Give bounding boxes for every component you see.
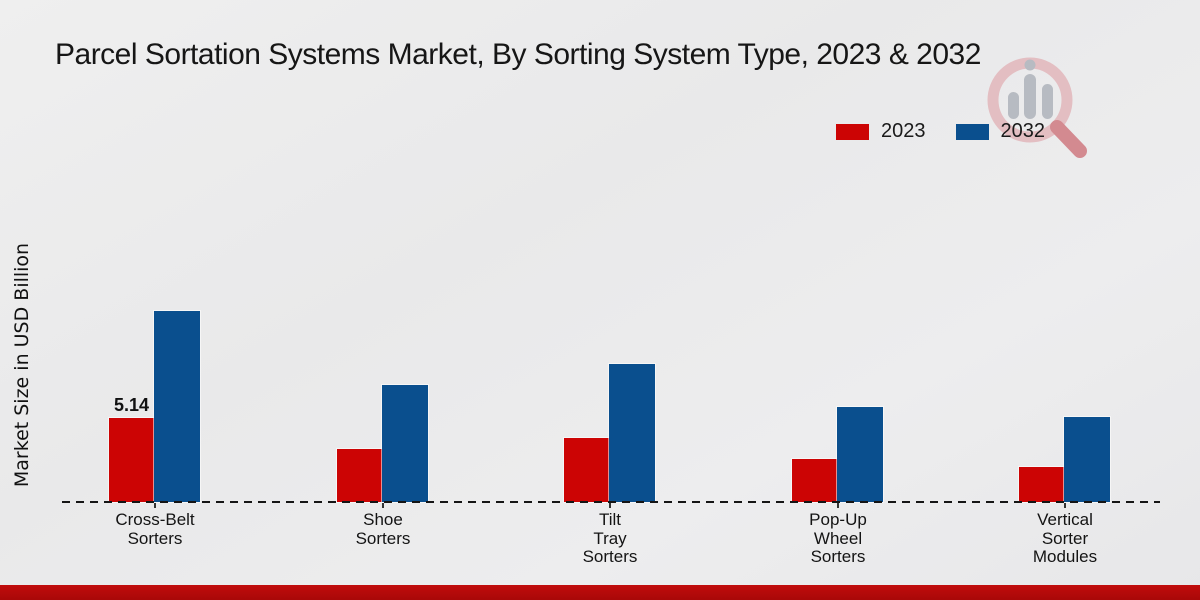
- x-axis-category-label: Shoe Sorters: [355, 510, 411, 548]
- bar-2023-3: [564, 438, 609, 502]
- x-axis-tick: [1064, 503, 1066, 508]
- x-axis-tick: [154, 503, 156, 508]
- bar-group-5: [1019, 417, 1110, 502]
- legend-swatch-2032: [955, 123, 989, 140]
- x-axis-tick: [609, 503, 611, 508]
- bar-group-3: [564, 364, 655, 502]
- legend-label-2023: 2023: [881, 120, 926, 142]
- x-axis-tick: [382, 503, 384, 508]
- bar-group-2: [337, 385, 428, 502]
- x-axis-category-label: Tilt Tray Sorters: [582, 510, 638, 566]
- x-axis-category-label: Cross-Belt Sorters: [115, 510, 195, 548]
- bar-value-label: 5.14: [113, 395, 150, 415]
- bar-2023-5: [1019, 467, 1064, 502]
- legend: 2023 2032: [836, 120, 1045, 143]
- x-axis-category-label: Pop-Up Wheel Sorters: [809, 510, 867, 566]
- footer-accent-bar: [0, 585, 1200, 600]
- legend-swatch-2023: [836, 123, 869, 140]
- legend-label-2032: 2032: [1000, 120, 1046, 142]
- bar-2023-2: [337, 449, 382, 502]
- bar-2032-1: [154, 311, 200, 502]
- plot-area: 5.14: [62, 260, 1160, 502]
- bar-2032-4: [837, 407, 883, 502]
- x-axis-tick: [837, 503, 839, 508]
- bar-group-1: 5.14: [109, 311, 200, 502]
- bar-2023-1: 5.14: [109, 395, 154, 502]
- bar-2032-5: [1064, 417, 1110, 502]
- bar-2032-3: [609, 364, 655, 502]
- x-axis-category-label: Vertical Sorter Modules: [1032, 510, 1098, 566]
- legend-item-2032: 2032: [955, 120, 1046, 143]
- x-axis-zero-baseline: [62, 501, 1160, 503]
- bar-2032-2: [382, 385, 428, 502]
- y-axis-title: Market Size in USD Billion: [11, 242, 33, 488]
- magnifier-chart-logo-icon: [987, 57, 1087, 158]
- legend-item-2023: 2023: [836, 120, 926, 143]
- bar-group-4: [792, 407, 883, 502]
- bar-2023-4: [792, 459, 837, 502]
- chart-title: Parcel Sortation Systems Market, By Sort…: [55, 38, 981, 71]
